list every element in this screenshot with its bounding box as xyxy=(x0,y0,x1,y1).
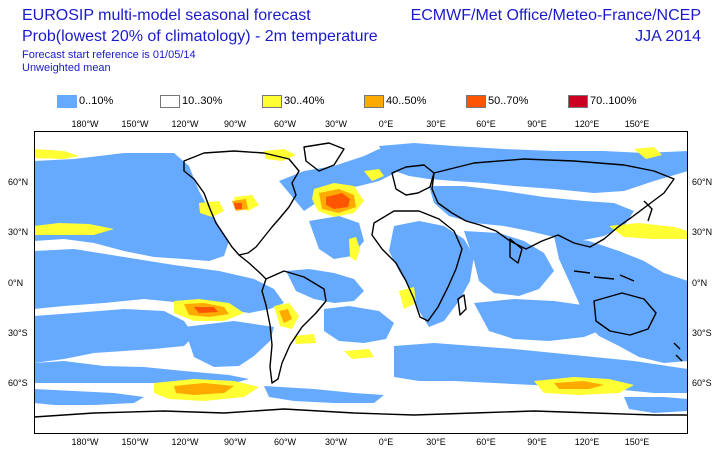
lon-tick-label: 120°W xyxy=(171,119,199,129)
legend-swatch xyxy=(466,94,486,108)
lat-tick-label: 30°S xyxy=(692,328,712,338)
lon-tick-label: 60°W xyxy=(273,119,297,129)
legend-item: 40..50% xyxy=(364,93,426,109)
low-probability-areas xyxy=(34,143,688,413)
lon-tick-label: 60°W xyxy=(273,437,297,447)
lon-tick-label: 120°E xyxy=(574,119,600,129)
lat-tick-label: 60°S xyxy=(692,378,712,388)
lat-tick-label: 0°N xyxy=(692,278,708,288)
centres-title: ECMWF/Met Office/Meteo-France/NCEP xyxy=(410,7,701,24)
lon-tick-label: 150°E xyxy=(624,119,650,129)
weighting-text: Unweighted mean xyxy=(22,62,111,74)
legend-item: 30..40% xyxy=(262,93,324,109)
coastlines xyxy=(34,142,688,418)
lat-tick-label: 30°N xyxy=(8,227,29,237)
lon-tick-label: 30°W xyxy=(324,119,348,129)
lon-tick-label: 180°W xyxy=(71,437,99,447)
legend-swatch xyxy=(262,94,282,108)
lon-tick-label: 120°W xyxy=(171,437,199,447)
legend-item: 0..10% xyxy=(57,93,113,109)
probability-map xyxy=(34,131,688,434)
lon-tick-label: 90°W xyxy=(223,437,247,447)
lat-tick-label: 30°S xyxy=(8,328,28,338)
lon-tick-label: 60°E xyxy=(476,119,496,129)
lon-tick-label: 90°E xyxy=(527,437,547,447)
legend: 0..10% 10..30% 30..40% 40..50% 50..70% 7… xyxy=(0,93,723,111)
legend-item: 50..70% xyxy=(466,93,528,109)
probability-50-70-areas xyxy=(194,193,350,313)
legend-label: 0..10% xyxy=(79,95,114,107)
legend-item: 10..30% xyxy=(160,93,222,109)
legend-label: 30..40% xyxy=(284,95,325,107)
legend-label: 70..100% xyxy=(590,95,637,107)
lon-tick-label: 90°W xyxy=(223,119,247,129)
lat-tick-label: 30°N xyxy=(692,227,713,237)
legend-swatch xyxy=(57,94,77,108)
map-frame xyxy=(34,131,688,434)
lon-tick-label: 0°E xyxy=(378,119,394,129)
lon-tick-label: 120°E xyxy=(574,437,600,447)
legend-label: 50..70% xyxy=(488,95,529,107)
lon-tick-label: 30°E xyxy=(426,437,446,447)
lon-tick-label: 180°W xyxy=(71,119,99,129)
legend-swatch xyxy=(364,94,384,108)
lon-tick-label: 150°W xyxy=(121,437,149,447)
lon-tick-label: 90°E xyxy=(527,119,547,129)
lon-tick-label: 60°E xyxy=(476,437,496,447)
lat-tick-label: 0°N xyxy=(8,278,24,288)
lat-tick-label: 60°N xyxy=(8,177,29,187)
legend-item: 70..100% xyxy=(568,93,636,109)
lat-tick-label: 60°S xyxy=(8,378,28,388)
lon-tick-label: 30°W xyxy=(324,437,348,447)
legend-swatch xyxy=(568,94,588,108)
legend-label: 40..50% xyxy=(386,95,427,107)
season-title: JJA 2014 xyxy=(635,28,701,45)
lon-tick-label: 30°E xyxy=(426,119,446,129)
title-line-2: Prob(lowest 20% of climatology) - 2m tem… xyxy=(22,28,378,45)
forecast-start-text: Forecast start reference is 01/05/14 xyxy=(22,49,196,61)
lon-tick-label: 150°E xyxy=(624,437,650,447)
legend-label: 10..30% xyxy=(182,95,223,107)
title-line-1: EUROSIP multi-model seasonal forecast xyxy=(22,7,311,24)
legend-swatch xyxy=(160,94,180,108)
lon-tick-label: 150°W xyxy=(121,119,149,129)
lat-tick-label: 60°N xyxy=(692,177,713,187)
lon-tick-label: 0°E xyxy=(378,437,394,447)
